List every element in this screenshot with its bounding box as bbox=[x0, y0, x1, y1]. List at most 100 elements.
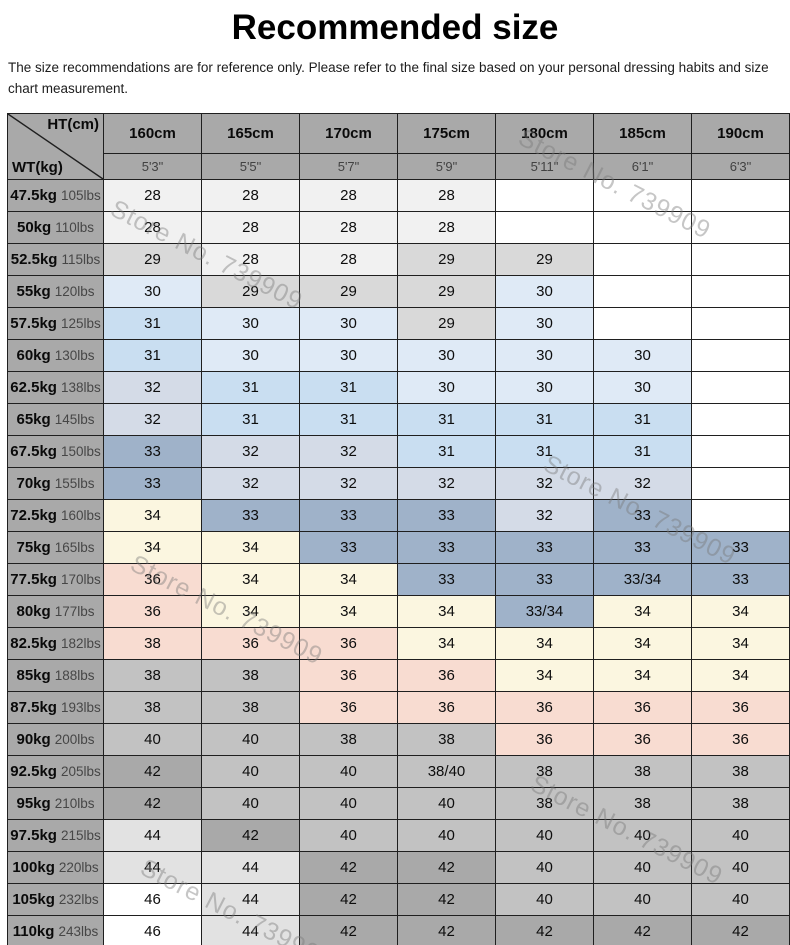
table-row: 47.5kg 105lbs 28 28 28 28 bbox=[7, 178, 790, 212]
weight-kg-label: 105kg bbox=[12, 890, 55, 908]
table-row: 70kg 155lbs 33 32 32 32 32 32 bbox=[7, 466, 790, 500]
size-cell: 44 bbox=[103, 850, 202, 884]
size-cell: 29 bbox=[397, 242, 496, 276]
weight-row-header: 97.5kg 215lbs bbox=[7, 818, 104, 852]
weight-row-header: 60kg 130lbs bbox=[7, 338, 104, 372]
size-cell: 36 bbox=[299, 626, 398, 660]
weight-kg-label: 87.5kg bbox=[10, 698, 57, 716]
size-cell: 32 bbox=[201, 434, 300, 468]
size-cell: 40 bbox=[299, 754, 398, 788]
weight-lbs-label: 170lbs bbox=[60, 571, 101, 587]
size-cell: 33/34 bbox=[593, 562, 692, 596]
table-row: 105kg 232lbs 46 44 42 42 40 40 40 bbox=[7, 882, 790, 916]
table-row: 55kg 120lbs 30 29 29 29 30 bbox=[7, 274, 790, 308]
weight-lbs-label: 215lbs bbox=[60, 827, 101, 843]
weight-row-header: 92.5kg 205lbs bbox=[7, 754, 104, 788]
size-cell: 42 bbox=[397, 882, 496, 916]
weight-row-header: 75kg 165lbs bbox=[7, 530, 104, 564]
size-cell: 28 bbox=[299, 178, 398, 212]
size-cell: 29 bbox=[397, 306, 496, 340]
size-cell: 33 bbox=[397, 530, 496, 564]
size-cell: 28 bbox=[103, 178, 202, 212]
size-cell: 38 bbox=[103, 690, 202, 724]
size-cell: 32 bbox=[299, 434, 398, 468]
size-cell: 32 bbox=[397, 466, 496, 500]
size-cell: 40 bbox=[201, 722, 300, 756]
size-cell: 28 bbox=[201, 210, 300, 244]
weight-kg-label: 50kg bbox=[17, 218, 52, 236]
height-ft-subheader: 6'3" bbox=[691, 152, 790, 180]
size-cell: 46 bbox=[103, 882, 202, 916]
size-cell: 31 bbox=[495, 434, 594, 468]
weight-row-header: 82.5kg 182lbs bbox=[7, 626, 104, 660]
size-cell: 44 bbox=[201, 850, 300, 884]
table-row: 72.5kg 160lbs 34 33 33 33 32 33 bbox=[7, 498, 790, 532]
height-ft-subheader: 5'5" bbox=[201, 152, 300, 180]
weight-row-header: 100kg 220lbs bbox=[7, 850, 104, 884]
size-cell: 40 bbox=[397, 786, 496, 820]
size-cell: 28 bbox=[201, 178, 300, 212]
table-row: 92.5kg 205lbs 42 40 40 38/40 38 38 38 bbox=[7, 754, 790, 788]
header-row-ft: 5'3" 5'5" 5'7" 5'9" 5'11" 6'1" 6'3" bbox=[8, 152, 790, 180]
height-ft-subheader: 5'9" bbox=[397, 152, 496, 180]
weight-lbs-label: 145lbs bbox=[54, 411, 95, 427]
size-cell bbox=[691, 498, 790, 532]
size-cell: 30 bbox=[299, 306, 398, 340]
height-col-header: 185cm bbox=[593, 112, 692, 154]
weight-kg-label: 47.5kg bbox=[10, 186, 57, 204]
weight-kg-label: 55kg bbox=[16, 282, 51, 300]
size-cell bbox=[691, 466, 790, 500]
weight-lbs-label: 115lbs bbox=[61, 251, 101, 267]
size-cell: 33 bbox=[593, 498, 692, 532]
table-row: 82.5kg 182lbs 38 36 36 34 34 34 34 bbox=[7, 626, 790, 660]
table-row: 85kg 188lbs 38 38 36 36 34 34 34 bbox=[7, 658, 790, 692]
size-cell: 32 bbox=[495, 466, 594, 500]
size-cell: 31 bbox=[593, 402, 692, 436]
size-cell: 32 bbox=[593, 466, 692, 500]
size-cell: 30 bbox=[201, 338, 300, 372]
table-row: 65kg 145lbs 32 31 31 31 31 31 bbox=[7, 402, 790, 436]
weight-row-header: 57.5kg 125lbs bbox=[7, 306, 104, 340]
size-cell: 38 bbox=[397, 722, 496, 756]
table-row: 60kg 130lbs 31 30 30 30 30 30 bbox=[7, 338, 790, 372]
size-cell: 36 bbox=[593, 690, 692, 724]
size-cell: 42 bbox=[495, 914, 594, 945]
size-cell: 33 bbox=[299, 498, 398, 532]
size-cell: 34 bbox=[201, 562, 300, 596]
table-row: 67.5kg 150lbs 33 32 32 31 31 31 bbox=[7, 434, 790, 468]
size-cell: 34 bbox=[201, 594, 300, 628]
weight-kg-label: 97.5kg bbox=[10, 826, 57, 844]
size-cell: 42 bbox=[201, 818, 300, 852]
weight-kg-label: 57.5kg bbox=[10, 314, 57, 332]
size-cell: 30 bbox=[495, 338, 594, 372]
size-cell: 40 bbox=[299, 818, 398, 852]
size-cell: 34 bbox=[201, 530, 300, 564]
weight-kg-label: 72.5kg bbox=[10, 506, 57, 524]
size-cell: 38 bbox=[201, 658, 300, 692]
size-cell: 40 bbox=[103, 722, 202, 756]
size-cell bbox=[593, 178, 692, 212]
weight-kg-label: 67.5kg bbox=[10, 442, 57, 460]
size-cell: 29 bbox=[103, 242, 202, 276]
height-col-header: 165cm bbox=[201, 112, 300, 154]
size-cell: 40 bbox=[691, 882, 790, 916]
weight-lbs-label: 110lbs bbox=[55, 219, 94, 235]
size-cell: 34 bbox=[593, 594, 692, 628]
table-row: 62.5kg 138lbs 32 31 31 30 30 30 bbox=[7, 370, 790, 404]
size-cell bbox=[593, 242, 692, 276]
size-cell: 36 bbox=[103, 594, 202, 628]
size-cell bbox=[495, 178, 594, 212]
size-cell: 40 bbox=[593, 818, 692, 852]
size-cell: 40 bbox=[691, 850, 790, 884]
size-cell: 38 bbox=[593, 786, 692, 820]
size-cell: 40 bbox=[397, 818, 496, 852]
table-row: 100kg 220lbs 44 44 42 42 40 40 40 bbox=[7, 850, 790, 884]
size-cell: 30 bbox=[495, 306, 594, 340]
weight-kg-label: 60kg bbox=[16, 346, 51, 364]
weight-lbs-label: 160lbs bbox=[60, 507, 101, 523]
size-cell: 31 bbox=[103, 338, 202, 372]
height-col-header: 170cm bbox=[299, 112, 398, 154]
size-cell bbox=[691, 274, 790, 308]
size-cell: 31 bbox=[299, 402, 398, 436]
